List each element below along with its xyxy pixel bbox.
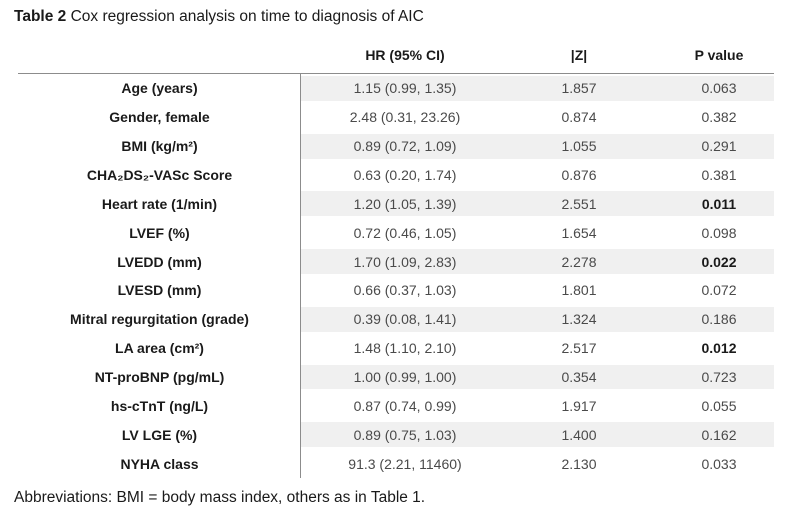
table-number: Table 2 [14, 8, 67, 25]
z-value: 1.857 [561, 80, 597, 97]
row-shading [301, 364, 774, 390]
hr-value: 1.20 (1.05, 1.39) [353, 195, 457, 212]
row-label: Mitral regurgitation (grade) [70, 311, 249, 328]
table-row: LVEDD (mm) 1.70 (1.09, 2.83) 2.278 0.022 [18, 247, 774, 276]
p-value: 0.723 [701, 369, 737, 386]
column-header-z: |Z| [570, 47, 588, 63]
row-label: BMI (kg/m²) [121, 138, 198, 155]
table-row: CHA₂DS₂-VASc Score 0.63 (0.20, 1.74) 0.876… [18, 161, 774, 190]
z-value: 1.400 [561, 426, 597, 443]
row-shading [301, 306, 774, 332]
z-value: 1.654 [561, 224, 597, 241]
table-row: Age (years) 1.15 (0.99, 1.35) 1.857 0.063 [18, 74, 774, 103]
z-value: 0.354 [561, 369, 597, 386]
column-header-hr: HR (95% CI) [365, 47, 445, 63]
p-value: 0.162 [701, 426, 737, 443]
table-row: LVEF (%) 0.72 (0.46, 1.05) 1.654 0.098 [18, 218, 774, 247]
table-row: NT-proBNP (pg/mL) 1.00 (0.99, 1.00) 0.354 0… [18, 363, 774, 392]
hr-value: 0.72 (0.46, 1.05) [353, 224, 457, 241]
row-label: LVEDD (mm) [117, 253, 202, 270]
hr-value: 0.66 (0.37, 1.03) [353, 282, 457, 299]
row-label: LV LGE (%) [121, 426, 198, 443]
p-value: 0.022 [701, 253, 737, 270]
z-value: 1.801 [561, 282, 597, 299]
row-label: CHA₂DS₂-VASc Score [86, 167, 233, 183]
table-row: LA area (cm²) 1.48 (1.10, 2.10) 2.517 0.012 [18, 334, 774, 363]
row-shading [301, 76, 774, 101]
z-value: 0.874 [561, 109, 597, 126]
header-divider [18, 73, 774, 74]
p-value: 0.012 [701, 340, 737, 357]
z-value: 1.055 [561, 138, 597, 155]
table-row: BMI (kg/m²) 0.89 (0.72, 1.09) 1.055 0.291 [18, 132, 774, 161]
table-header: HR (95% CI) |Z| P value [18, 44, 774, 70]
p-value: 0.382 [701, 109, 737, 126]
table-footnote: Abbreviations: BMI = body mass index, ot… [14, 489, 426, 506]
table-body: Age (years) 1.15 (0.99, 1.35) 1.857 0.063 Ge… [18, 74, 774, 478]
hr-value: 0.89 (0.75, 1.03) [353, 426, 457, 443]
table-title: Cox regression analysis on time to diagn… [66, 8, 424, 25]
hr-value: 0.39 (0.08, 1.41) [353, 311, 457, 328]
row-label: Gender, female [109, 109, 210, 126]
row-label: NYHA class [120, 455, 199, 472]
p-value: 0.063 [701, 80, 737, 97]
row-shading [301, 133, 774, 159]
hr-value: 0.89 (0.72, 1.09) [353, 138, 457, 155]
hr-value: 1.00 (0.99, 1.00) [353, 369, 457, 386]
z-value: 2.130 [561, 455, 597, 472]
p-value: 0.033 [701, 455, 737, 472]
hr-value: 0.87 (0.74, 0.99) [353, 397, 457, 414]
z-value: 2.278 [561, 253, 597, 270]
table-row: hs-cTnT (ng/L) 0.87 (0.74, 0.99) 1.917 0.05… [18, 391, 774, 420]
row-label: Heart rate (1/min) [101, 195, 218, 212]
hr-value: 91.3 (2.21, 11460) [348, 455, 462, 472]
p-value: 0.381 [701, 167, 737, 183]
table-row: LV LGE (%) 0.89 (0.75, 1.03) 1.400 0.162 [18, 420, 774, 449]
z-value: 2.551 [561, 195, 597, 212]
table-row: NYHA class 91.3 (2.21, 11460) 2.130 0.033 [18, 449, 774, 478]
hr-value: 0.63 (0.20, 1.74) [353, 167, 457, 183]
p-value: 0.186 [701, 311, 737, 328]
p-value: 0.291 [701, 138, 737, 155]
column-header-p: P value [694, 47, 744, 63]
table-row: Heart rate (1/min) 1.20 (1.05, 1.39) 2.551… [18, 189, 774, 218]
table-row: Gender, female 2.48 (0.31, 23.26) 0.874 0.3… [18, 103, 774, 132]
hr-value: 1.70 (1.09, 2.83) [353, 253, 457, 270]
row-label: LVESD (mm) [117, 282, 202, 299]
p-value: 0.055 [701, 397, 737, 414]
column-divider [300, 74, 301, 478]
row-label: LVEF (%) [129, 224, 190, 241]
row-shading [301, 249, 774, 275]
row-label: NT-proBNP (pg/mL) [94, 369, 225, 386]
p-value: 0.098 [701, 224, 737, 241]
p-value: 0.072 [701, 282, 737, 299]
row-label: LA area (cm²) [115, 340, 204, 357]
table-row: Mitral regurgitation (grade) 0.39 (0.08, … [18, 305, 774, 334]
z-value: 1.324 [561, 311, 597, 328]
row-label: Age (years) [121, 80, 198, 97]
z-value: 1.917 [561, 397, 597, 414]
hr-value: 1.15 (0.99, 1.35) [353, 80, 457, 97]
row-shading [301, 422, 774, 448]
hr-value: 2.48 (0.31, 23.26) [349, 109, 461, 126]
row-label: hs-cTnT (ng/L) [110, 397, 209, 414]
table-row: LVESD (mm) 0.66 (0.37, 1.03) 1.801 0.072 [18, 276, 774, 305]
p-value: 0.011 [701, 195, 737, 212]
row-shading [301, 191, 774, 217]
z-value: 0.876 [561, 167, 597, 183]
table-caption: Table 2 Cox regression analysis on time … [14, 8, 424, 26]
z-value: 2.517 [561, 340, 597, 357]
hr-value: 1.48 (1.10, 2.10) [353, 340, 457, 357]
